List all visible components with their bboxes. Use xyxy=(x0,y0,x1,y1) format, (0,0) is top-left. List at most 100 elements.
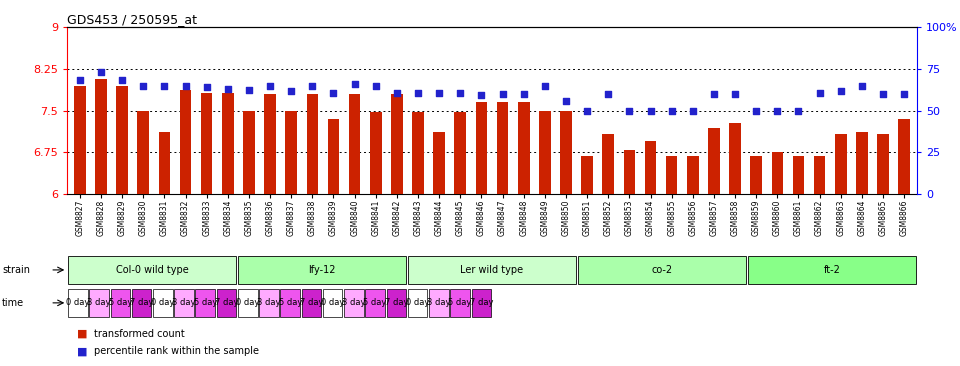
Bar xyxy=(264,94,276,194)
Bar xyxy=(496,102,509,194)
Bar xyxy=(793,156,804,194)
Text: ■: ■ xyxy=(77,346,87,356)
Text: 0 day: 0 day xyxy=(66,298,89,307)
Point xyxy=(580,108,595,113)
Bar xyxy=(345,289,364,317)
Point xyxy=(601,91,616,97)
Bar xyxy=(560,111,572,194)
Point xyxy=(72,77,87,83)
Text: co-2: co-2 xyxy=(651,265,673,275)
Bar xyxy=(708,128,720,194)
Point xyxy=(304,83,320,89)
Bar xyxy=(89,289,108,317)
Point xyxy=(643,108,659,113)
Text: 0 day: 0 day xyxy=(236,298,259,307)
Point xyxy=(368,83,383,89)
Bar xyxy=(116,86,128,194)
Bar xyxy=(899,119,910,194)
Bar xyxy=(201,93,212,194)
Text: lfy-12: lfy-12 xyxy=(308,265,336,275)
Bar xyxy=(285,111,297,194)
Bar xyxy=(748,256,916,284)
Point xyxy=(452,90,468,96)
Text: 5 day: 5 day xyxy=(278,298,301,307)
Bar xyxy=(323,289,343,317)
Bar xyxy=(238,289,257,317)
Bar xyxy=(137,111,149,194)
Point xyxy=(854,83,870,89)
Bar xyxy=(391,94,402,194)
Bar xyxy=(238,256,406,284)
Point xyxy=(897,91,912,97)
Text: 5 day: 5 day xyxy=(108,298,132,307)
Bar xyxy=(158,132,170,194)
Point xyxy=(178,83,193,89)
Bar xyxy=(243,111,254,194)
Bar xyxy=(645,141,657,194)
Bar xyxy=(196,289,215,317)
Point xyxy=(791,108,806,113)
Text: GDS453 / 250595_at: GDS453 / 250595_at xyxy=(67,13,197,26)
Point xyxy=(220,86,235,92)
Point xyxy=(389,90,404,96)
Point xyxy=(833,88,849,94)
Text: 3 day: 3 day xyxy=(257,298,280,307)
Point xyxy=(114,77,130,83)
Bar xyxy=(408,256,576,284)
Point xyxy=(728,91,743,97)
Bar xyxy=(68,256,236,284)
Point xyxy=(283,88,299,94)
Text: 3 day: 3 day xyxy=(427,298,450,307)
Text: ■: ■ xyxy=(77,329,87,339)
Bar xyxy=(110,289,130,317)
Bar xyxy=(180,90,191,194)
Bar xyxy=(348,94,360,194)
Bar xyxy=(814,156,826,194)
Bar xyxy=(429,289,448,317)
Bar xyxy=(327,119,339,194)
Bar xyxy=(603,134,614,194)
Text: 7 day: 7 day xyxy=(215,298,238,307)
Bar xyxy=(856,132,868,194)
Text: ft-2: ft-2 xyxy=(824,265,840,275)
Text: 0 day: 0 day xyxy=(406,298,429,307)
Bar xyxy=(454,112,467,194)
Point xyxy=(410,90,425,96)
Text: 7 day: 7 day xyxy=(130,298,154,307)
Bar xyxy=(578,256,746,284)
Text: percentile rank within the sample: percentile rank within the sample xyxy=(94,346,259,356)
Text: 3 day: 3 day xyxy=(342,298,366,307)
Bar xyxy=(370,112,381,194)
Text: Col-0 wild type: Col-0 wild type xyxy=(116,265,188,275)
Point xyxy=(93,69,108,75)
Point xyxy=(473,92,489,98)
Point xyxy=(559,98,574,104)
Point xyxy=(664,108,680,113)
Bar xyxy=(68,289,87,317)
Bar xyxy=(624,150,636,194)
Point xyxy=(495,91,511,97)
Point xyxy=(770,108,785,113)
Bar xyxy=(730,123,741,194)
Bar xyxy=(433,132,445,194)
Text: 7 day: 7 day xyxy=(385,298,408,307)
Bar xyxy=(475,102,488,194)
Point xyxy=(876,91,891,97)
Text: 3 day: 3 day xyxy=(172,298,196,307)
Point xyxy=(707,91,722,97)
Point xyxy=(156,83,172,89)
Bar xyxy=(751,156,762,194)
Bar xyxy=(666,156,678,194)
Bar xyxy=(772,152,783,194)
Point xyxy=(347,81,362,87)
Point xyxy=(431,90,446,96)
Text: 7 day: 7 day xyxy=(469,298,493,307)
Bar xyxy=(306,94,318,194)
Bar xyxy=(217,289,236,317)
Bar xyxy=(301,289,322,317)
Bar xyxy=(175,289,194,317)
Text: 0 day: 0 day xyxy=(321,298,345,307)
Bar xyxy=(222,93,233,194)
Bar xyxy=(450,289,469,317)
Bar xyxy=(95,79,107,194)
